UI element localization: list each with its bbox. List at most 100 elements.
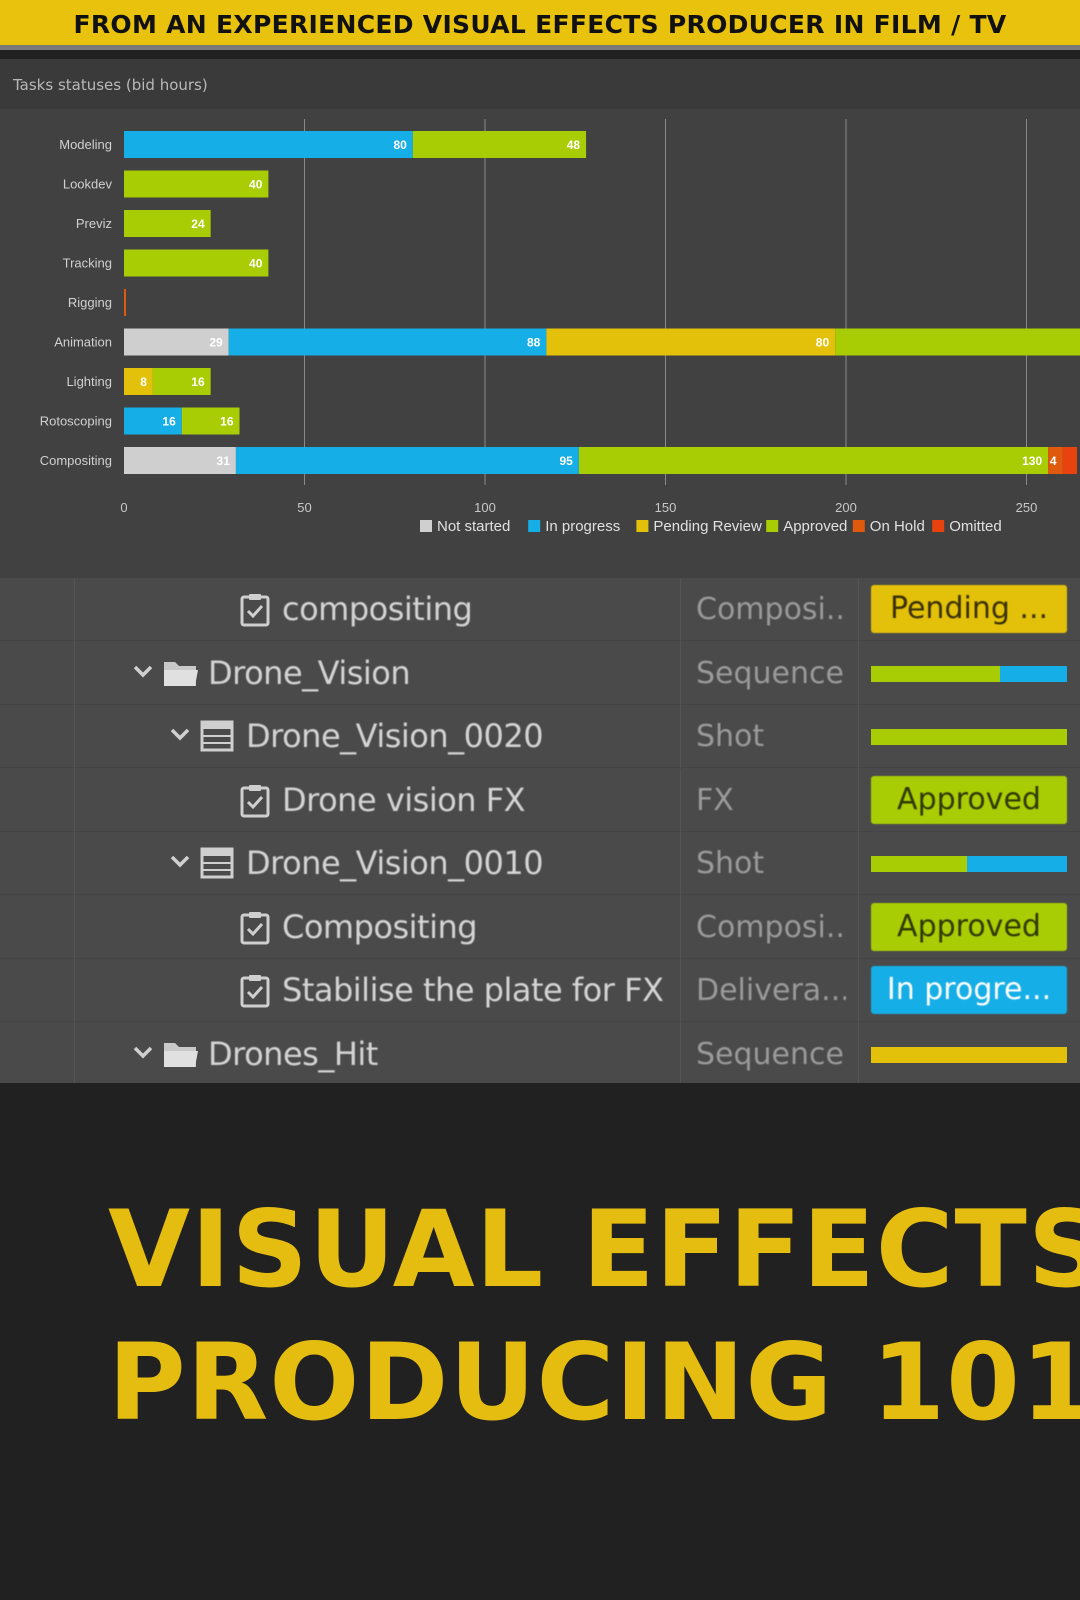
column-divider (680, 705, 681, 768)
chart-panel-title: Tasks statuses (bid hours) (13, 76, 208, 94)
tree-row[interactable]: compositing Composi... Pending ... (0, 578, 1080, 641)
row-gutter (0, 578, 75, 641)
row-type: Sequence (696, 655, 844, 691)
data-label: 80 (816, 336, 830, 350)
data-label: 4 (1050, 454, 1057, 468)
bar-segment (124, 249, 269, 277)
status-progress-bar (871, 856, 1067, 872)
row-type: Shot (696, 719, 765, 754)
row-name: Drone_Vision (208, 653, 411, 692)
row-name: Drone vision FX (282, 780, 526, 819)
status-badge[interactable]: Pending ... (871, 585, 1067, 633)
chevron-down-icon[interactable] (169, 723, 191, 745)
status-badge[interactable]: Approved (871, 902, 1067, 951)
row-name: Drones_Hit (208, 1034, 378, 1073)
folder-icon (162, 656, 198, 690)
data-label: 16 (220, 415, 234, 429)
row-type: Sequence (696, 1036, 844, 1072)
column-divider (858, 768, 859, 832)
bar-segment (124, 289, 126, 316)
status-badge[interactable]: In progre... (871, 966, 1067, 1014)
chart-panel-header: Tasks statuses (bid hours) (0, 59, 1080, 109)
bar-segment (152, 368, 211, 395)
data-label: 95 (560, 454, 574, 468)
status-progress-bar (871, 1046, 1067, 1063)
column-divider (858, 895, 859, 959)
bar-segment (835, 328, 1080, 356)
legend-label: Omitted (949, 518, 1002, 535)
bar-segment (578, 447, 1049, 474)
bar-segment (412, 131, 587, 158)
row-gutter (0, 959, 75, 1022)
title-line-2: PRODUCING 101 (108, 1321, 1080, 1444)
bar-segment (546, 328, 836, 356)
title-line-1: VISUAL EFFECTS (108, 1188, 1080, 1311)
row-name: Drone_Vision_0020 (246, 717, 544, 755)
status-progress-bar (871, 665, 1067, 682)
legend-label: On Hold (870, 518, 925, 535)
column-divider (858, 705, 859, 768)
category-label: Tracking (63, 256, 112, 271)
tree-row[interactable]: Drones_Hit Sequence (0, 1022, 1080, 1083)
progress-segment (967, 856, 1067, 872)
bar-segment (124, 407, 182, 435)
legend-label: Not started (437, 518, 510, 535)
category-label: Rigging (68, 295, 112, 310)
row-name: compositing (282, 590, 473, 628)
column-divider (858, 832, 859, 895)
x-tick-label: 0 (120, 500, 127, 515)
data-label: 16 (191, 375, 205, 389)
row-type: Delivera... (696, 973, 846, 1008)
data-label: 40 (249, 178, 263, 192)
row-name: Stabilise the plate for FX (282, 971, 664, 1009)
task-clipboard-icon (238, 783, 274, 817)
tree-row[interactable]: Drone_Vision Sequence (0, 641, 1080, 705)
folder-icon (162, 1037, 198, 1071)
column-divider (858, 959, 859, 1022)
column-divider (680, 959, 681, 1022)
tree-row[interactable]: Compositing Composi... Approved (0, 895, 1080, 959)
row-type: Composi... (696, 909, 846, 945)
data-label: 24 (191, 217, 205, 231)
column-divider (858, 641, 859, 705)
tree-row[interactable]: Stabilise the plate for FX Delivera... In … (0, 959, 1080, 1022)
row-gutter (0, 895, 75, 959)
x-tick-label: 250 (1016, 500, 1038, 515)
column-divider (680, 895, 681, 959)
bar-segment (124, 328, 229, 356)
tree-row[interactable]: Drone_Vision_0020 Shot (0, 705, 1080, 768)
progress-segment (871, 729, 1067, 745)
shot-clapper-icon (199, 719, 235, 753)
progress-segment (871, 1046, 1067, 1063)
bar-segment (228, 328, 547, 356)
column-divider (680, 1022, 681, 1083)
category-label: Animation (54, 335, 112, 350)
row-name: Drone_Vision_0010 (246, 844, 544, 882)
chart-area: 0 50 100 150 200 250 Modeling 80 48 Lookdev 40 Prev… (0, 109, 1080, 578)
bar-segment (181, 407, 240, 435)
data-label: 80 (393, 138, 407, 152)
bar-segment (124, 170, 269, 198)
banner-text: FROM AN EXPERIENCED VISUAL EFFECTS PRODU… (73, 10, 1007, 39)
top-banner: FROM AN EXPERIENCED VISUAL EFFECTS PRODU… (0, 0, 1080, 50)
status-badge[interactable]: Approved (871, 775, 1067, 824)
column-divider (858, 578, 859, 641)
tree-row[interactable]: Drone_Vision_0010 Shot (0, 832, 1080, 895)
column-divider (680, 768, 681, 832)
bar-segment (1062, 447, 1078, 474)
chevron-down-icon[interactable] (169, 850, 191, 872)
row-gutter (0, 1022, 75, 1083)
row-type: FX (696, 782, 734, 818)
column-divider (858, 1022, 859, 1083)
chevron-down-icon[interactable] (132, 1041, 154, 1063)
legend-swatch (528, 520, 541, 532)
row-name: Compositing (282, 907, 478, 946)
tree-row[interactable]: Drone vision FX FX Approved (0, 768, 1080, 832)
category-label: Compositing (40, 453, 112, 468)
chevron-down-icon[interactable] (132, 660, 154, 682)
legend-swatch (766, 520, 779, 532)
progress-segment (1000, 665, 1067, 682)
bar-segment (124, 368, 153, 395)
data-label: 48 (567, 138, 581, 152)
progress-segment (871, 856, 968, 872)
